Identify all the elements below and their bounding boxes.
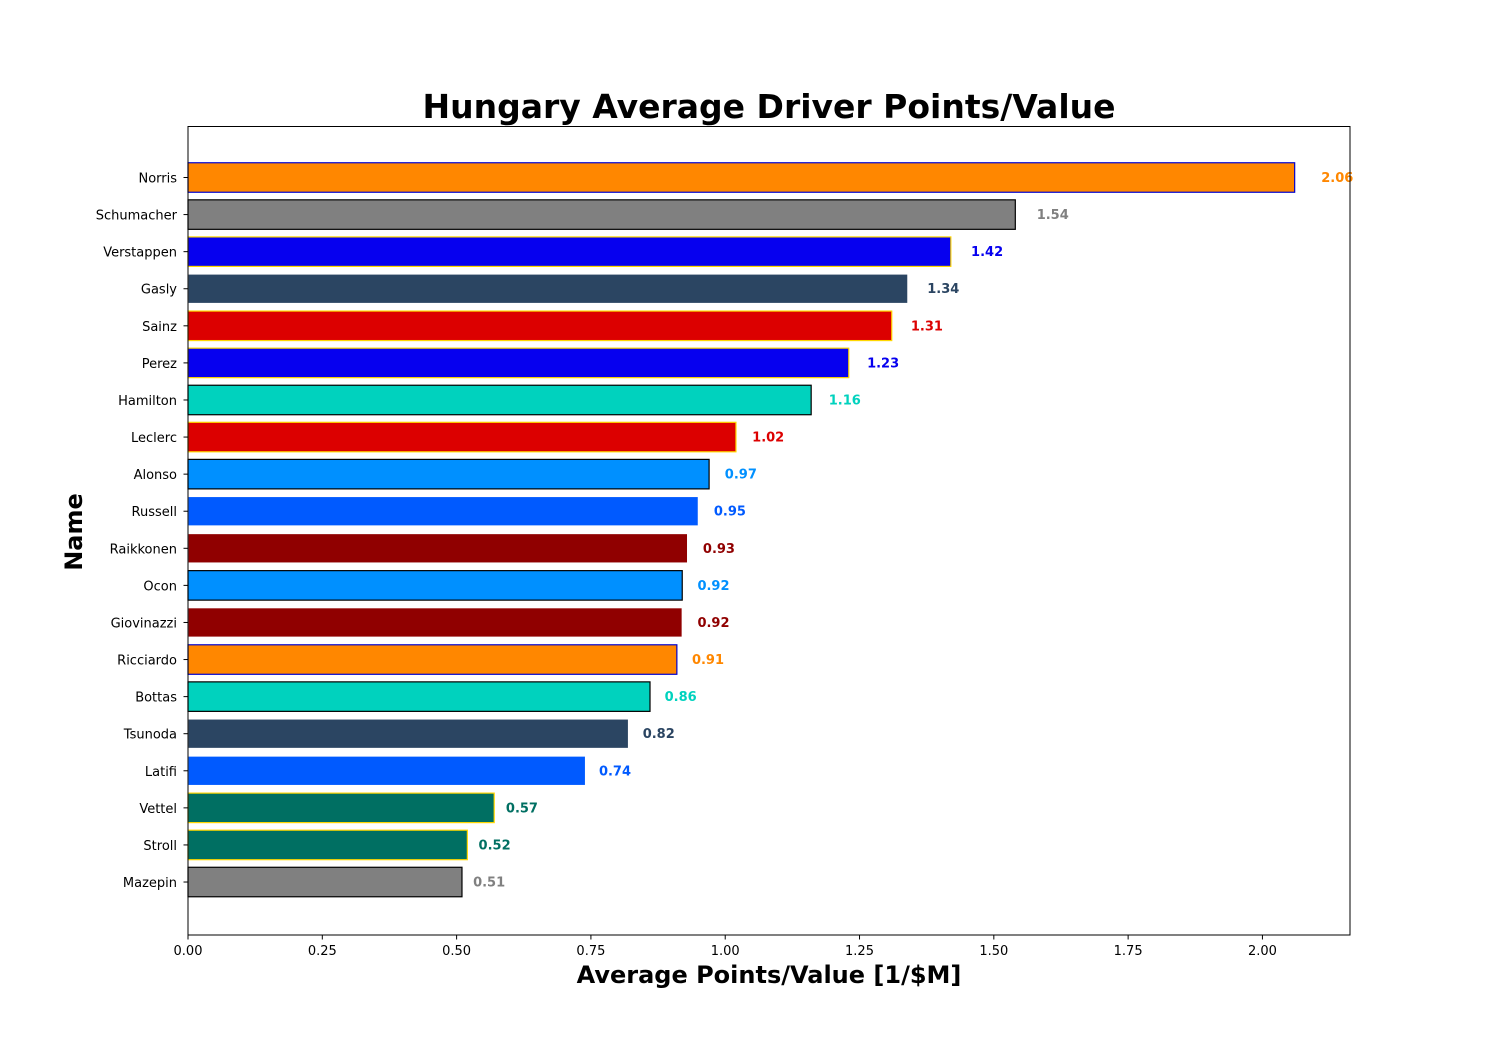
- x-axis-label: Average Points/Value [1/$M]: [577, 961, 962, 989]
- data-label-verstappen: 1.42: [971, 245, 1003, 260]
- y-tick-label-ocon: Ocon: [143, 579, 177, 594]
- y-tick-label-stroll: Stroll: [143, 839, 177, 854]
- y-axis-ticks: Norris Schumacher Verstappen Gasly Sainz Pere…: [96, 172, 188, 891]
- y-tick-label-ricciardo: Ricciardo: [117, 654, 177, 669]
- data-label-leclerc: 1.02: [752, 431, 784, 446]
- x-tick-label: 0.25: [308, 944, 337, 959]
- y-tick-label-verstappen: Verstappen: [103, 246, 177, 261]
- data-label-vettel: 0.57: [506, 801, 538, 816]
- bar-verstappen: [187, 236, 952, 268]
- data-label-russell: 0.95: [714, 505, 746, 520]
- y-tick-label-alonso: Alonso: [134, 468, 177, 483]
- data-label-sainz: 1.31: [911, 319, 943, 334]
- bar-raikkonen: [187, 532, 689, 564]
- bars-group: [187, 162, 1296, 898]
- bar-schumacher: [187, 199, 1016, 230]
- data-label-tsunoda: 0.82: [643, 727, 675, 742]
- bar-vettel: [187, 792, 495, 824]
- y-tick-label-bottas: Bottas: [135, 691, 177, 706]
- x-tick-label: 2.00: [1248, 944, 1277, 959]
- x-tick-label: 1.25: [845, 944, 874, 959]
- bar-norris: [187, 162, 1296, 193]
- data-label-ocon: 0.92: [697, 579, 729, 594]
- bar-hamilton: [187, 384, 812, 416]
- data-label-alonso: 0.97: [725, 468, 757, 483]
- bar-leclerc: [187, 421, 737, 453]
- data-label-norris: 2.06: [1321, 171, 1353, 186]
- bar-stroll: [187, 829, 468, 861]
- x-tick-label: 1.00: [711, 944, 740, 959]
- x-tick-label: 0.50: [442, 944, 471, 959]
- bar-latifi: [187, 755, 587, 787]
- x-tick-label: 0.75: [576, 944, 605, 959]
- data-label-raikkonen: 0.93: [703, 542, 735, 557]
- data-label-giovinazzi: 0.92: [697, 616, 729, 631]
- bar-bottas: [187, 681, 651, 712]
- data-label-latifi: 0.74: [599, 764, 631, 779]
- x-tick-label: 1.75: [1114, 944, 1143, 959]
- data-label-schumacher: 1.54: [1037, 208, 1069, 223]
- y-tick-label-sainz: Sainz: [142, 320, 177, 335]
- x-axis-ticks: 0.00 0.25 0.50 0.75 1.00 1.25 1.50 1.75 2.00: [174, 935, 1277, 959]
- y-tick-label-hamilton: Hamilton: [118, 394, 177, 409]
- y-tick-label-mazepin: Mazepin: [123, 876, 177, 891]
- y-tick-label-latifi: Latifi: [145, 765, 177, 780]
- bar-tsunoda: [187, 718, 630, 750]
- data-label-gasly: 1.34: [927, 282, 959, 297]
- x-tick-label: 1.50: [979, 944, 1008, 959]
- bar-mazepin: [187, 866, 463, 898]
- bar-alonso: [187, 458, 710, 490]
- y-tick-label-schumacher: Schumacher: [96, 209, 178, 224]
- data-label-hamilton: 1.16: [829, 393, 861, 408]
- bar-giovinazzi: [187, 607, 683, 638]
- bar-ocon: [187, 570, 683, 601]
- bar-perez: [187, 347, 850, 379]
- bar-sainz: [187, 310, 893, 342]
- y-tick-label-gasly: Gasly: [141, 283, 177, 298]
- y-tick-label-norris: Norris: [138, 172, 177, 187]
- y-tick-label-raikkonen: Raikkonen: [110, 542, 177, 557]
- y-tick-label-russell: Russell: [132, 505, 177, 520]
- data-label-mazepin: 0.51: [473, 876, 505, 891]
- bar-gasly: [187, 273, 909, 305]
- plot-frame: [187, 126, 1351, 936]
- chart-title: Hungary Average Driver Points/Value: [422, 87, 1115, 126]
- bar-russell: [187, 495, 699, 527]
- bar-ricciardo: [187, 644, 678, 675]
- y-tick-label-vettel: Vettel: [139, 802, 177, 817]
- data-label-bottas: 0.86: [665, 690, 697, 705]
- x-tick-label: 0.00: [174, 944, 203, 959]
- y-axis-label: Name: [60, 493, 88, 571]
- y-tick-label-leclerc: Leclerc: [131, 431, 177, 446]
- y-tick-label-perez: Perez: [142, 357, 177, 372]
- data-label-perez: 1.23: [867, 356, 899, 371]
- y-tick-label-giovinazzi: Giovinazzi: [111, 616, 177, 631]
- data-labels-group: 2.06 1.54 1.42 1.34 1.31 1.23 1.16 1.02 0.97 0.95…: [473, 171, 1353, 891]
- data-label-ricciardo: 0.91: [692, 653, 724, 668]
- y-tick-label-tsunoda: Tsunoda: [123, 728, 177, 743]
- data-label-stroll: 0.52: [479, 838, 511, 853]
